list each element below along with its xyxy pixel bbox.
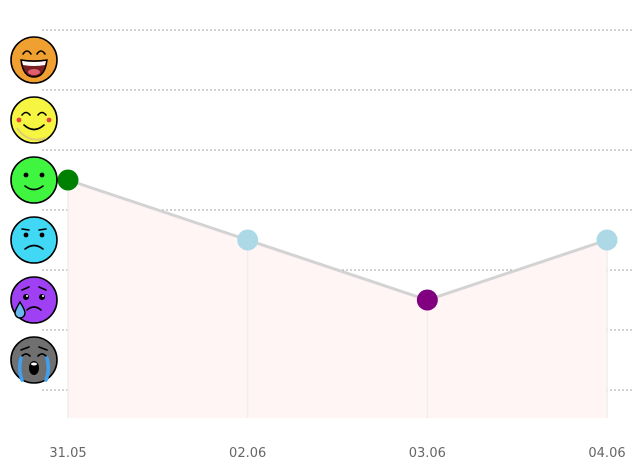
happy-face-icon — [10, 156, 58, 204]
x-axis: 31.05 02.06 03.06 04.06 — [49, 446, 625, 461]
crying-face-icon — [10, 336, 58, 384]
data-point — [237, 229, 259, 251]
data-points — [57, 169, 618, 311]
x-tick-label: 02.06 — [229, 446, 266, 461]
drop-lines — [67, 180, 608, 418]
series-line-path — [67, 178, 608, 302]
area-fill — [68, 180, 607, 418]
area-polygon — [68, 180, 607, 418]
mood-icons — [10, 36, 58, 384]
worried-tear-face-icon — [10, 276, 58, 324]
data-point — [57, 169, 79, 191]
laughing-face-icon — [10, 36, 58, 84]
x-tick-label: 31.05 — [49, 446, 86, 461]
sad-face-icon — [10, 216, 58, 264]
series-line — [67, 178, 608, 302]
data-point — [596, 229, 618, 251]
x-tick-label: 03.06 — [409, 446, 446, 461]
data-point — [416, 289, 438, 311]
smiling-face-icon — [10, 96, 58, 144]
x-tick-label: 04.06 — [588, 446, 625, 461]
